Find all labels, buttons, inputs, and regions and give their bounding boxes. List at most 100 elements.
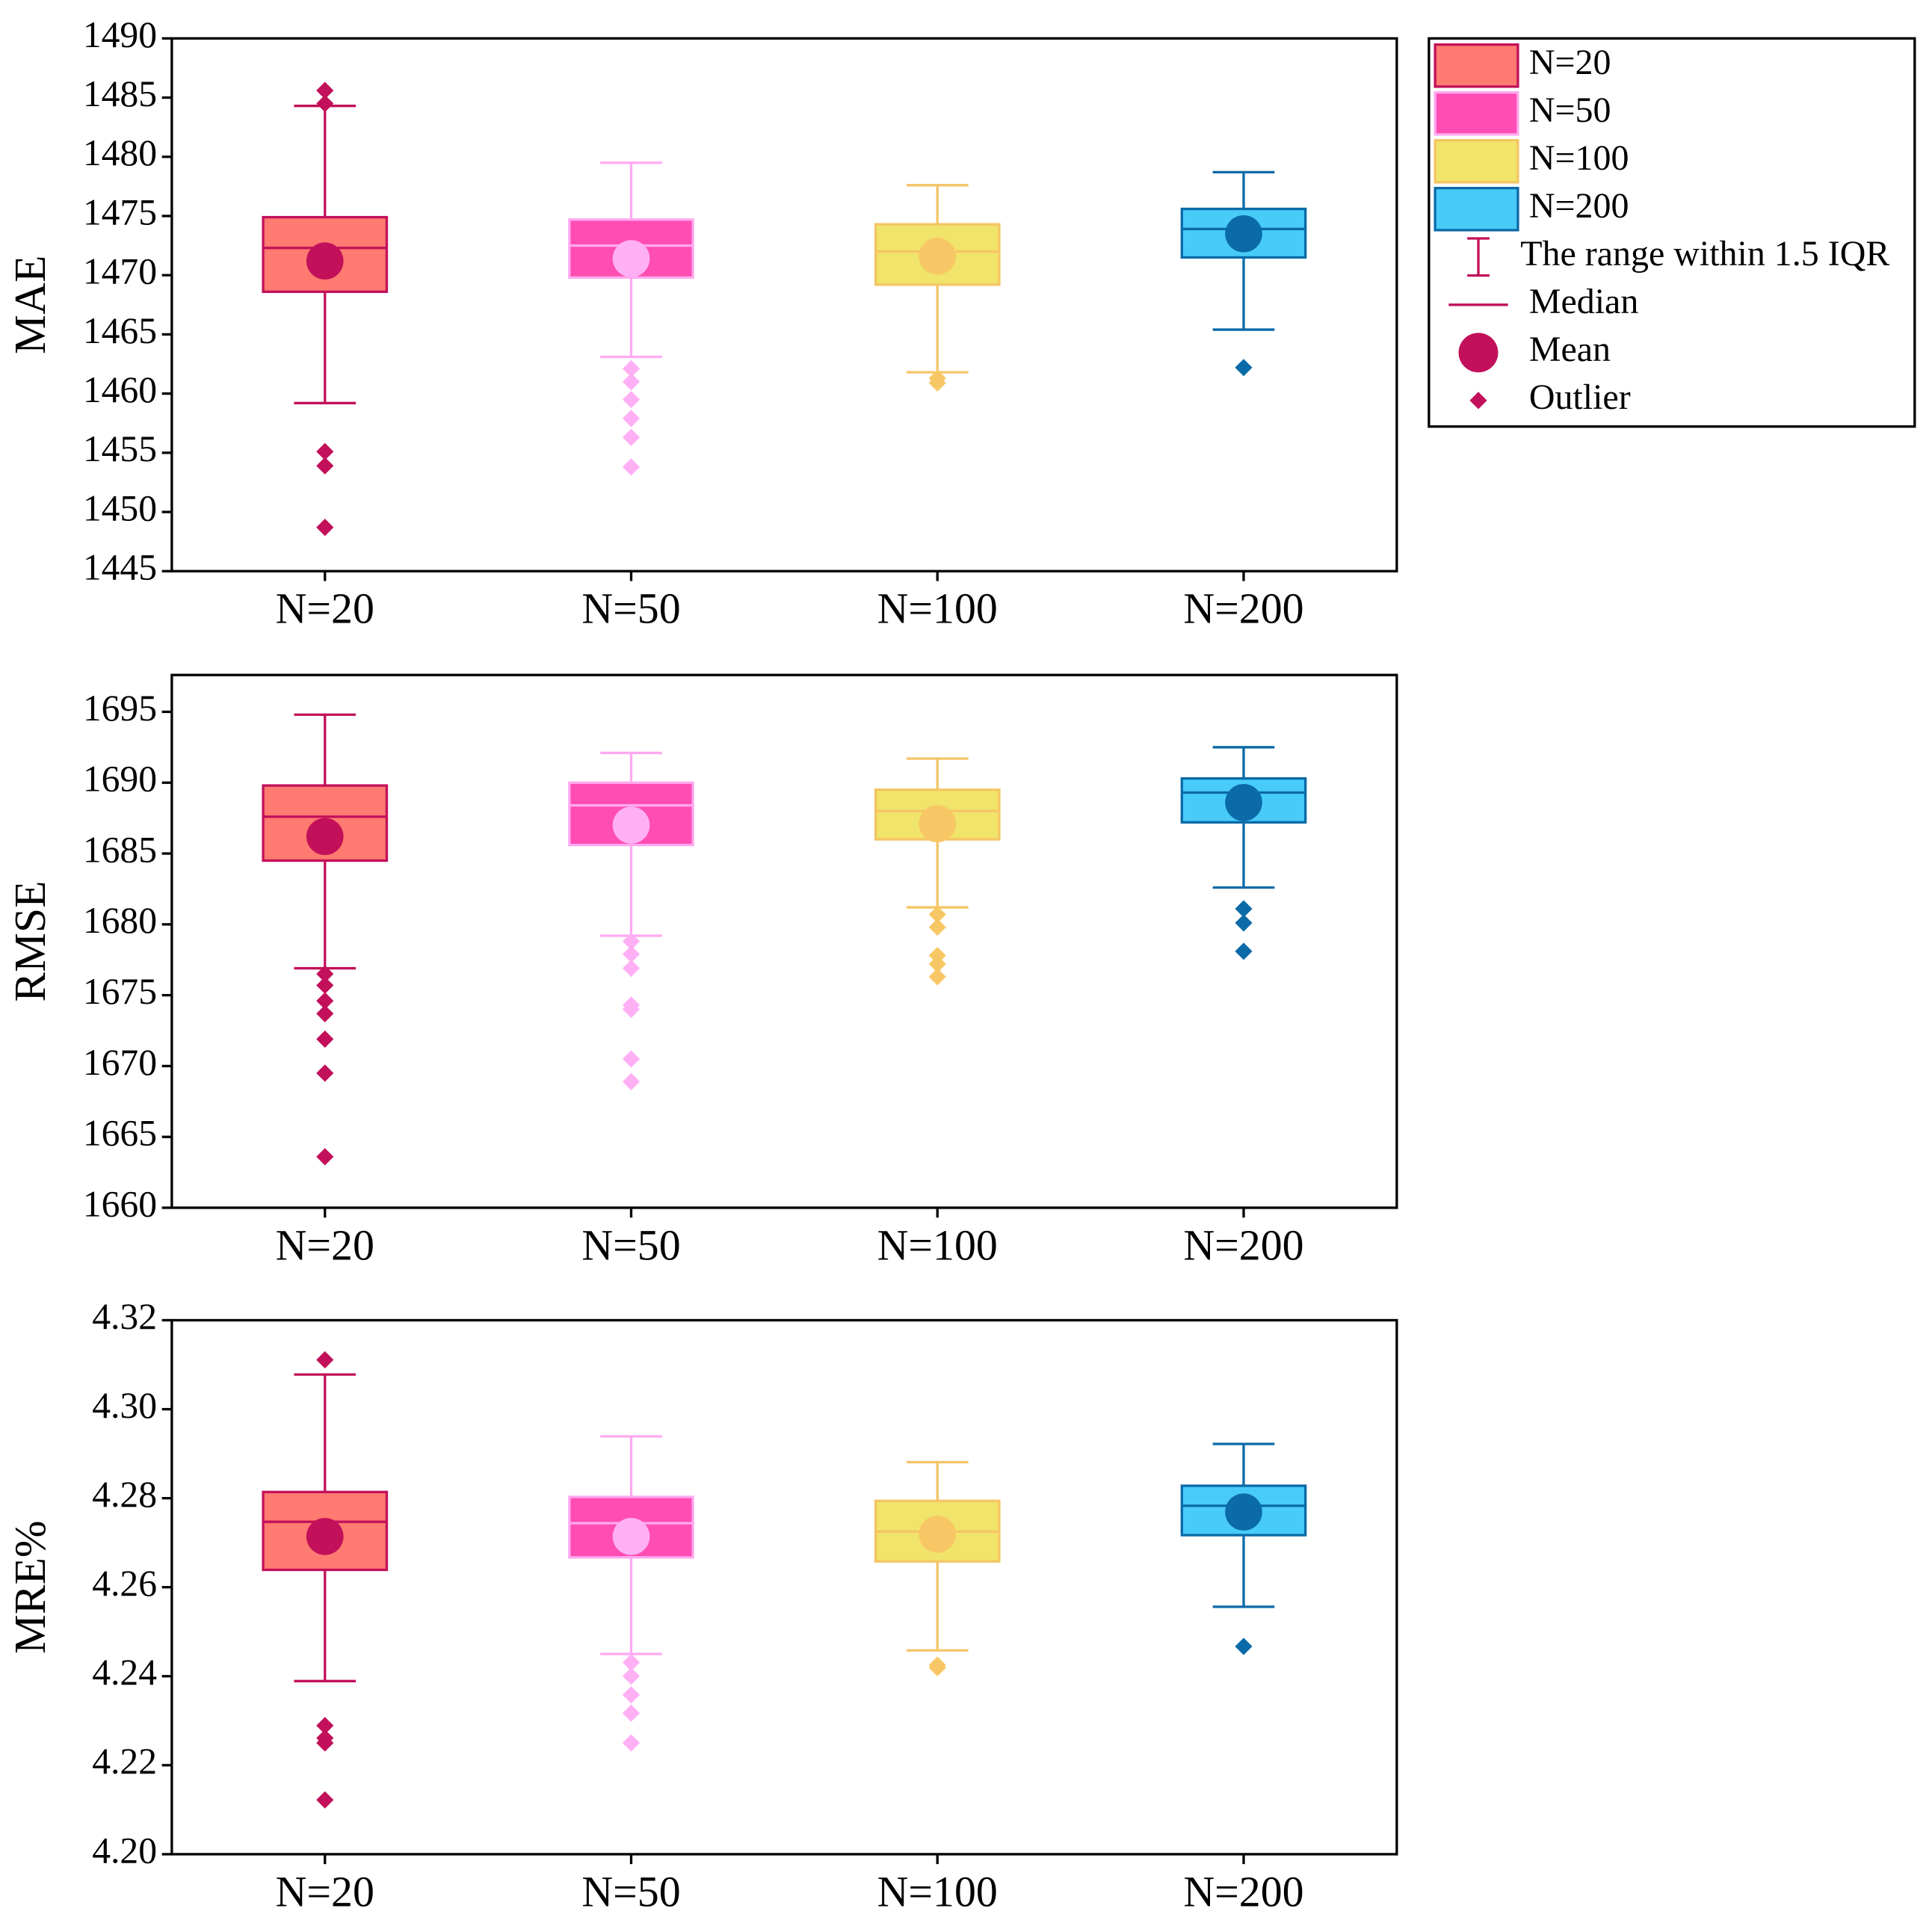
outlier <box>316 1004 334 1022</box>
plot-frame <box>170 673 1398 1209</box>
legend-label: Mean <box>1529 330 1611 369</box>
x-tick-label: N=50 <box>581 584 680 633</box>
x-tick-label: N=50 <box>581 1867 680 1916</box>
y-tick-label: 1675 <box>83 971 157 1012</box>
legend-swatch <box>1433 139 1519 184</box>
legend-swatch <box>1433 187 1519 232</box>
outlier <box>316 976 334 994</box>
legend-icon <box>1458 333 1499 373</box>
outlier <box>1235 359 1253 377</box>
outlier <box>622 1667 641 1685</box>
plot-frame <box>170 1318 1398 1856</box>
outlier <box>316 1734 334 1752</box>
legend-label: N=50 <box>1529 90 1611 130</box>
y-tick-label: 1660 <box>83 1183 157 1224</box>
outlier <box>1235 942 1253 960</box>
plot-frame <box>170 37 1398 572</box>
x-tick-label: N=50 <box>581 1220 680 1269</box>
y-tick-label: 1475 <box>83 191 157 232</box>
y-tick-label: 1485 <box>83 73 157 114</box>
y-tick-label: 1455 <box>83 428 157 469</box>
x-tick-label: N=200 <box>1183 1867 1303 1916</box>
legend-icon <box>1469 392 1487 410</box>
y-tick-label: 4.26 <box>92 1563 157 1604</box>
outlier <box>622 1000 641 1019</box>
outlier <box>316 94 334 113</box>
legend-label: Outlier <box>1529 377 1631 417</box>
legend-label: N=100 <box>1529 138 1629 178</box>
y-tick-label: 4.30 <box>92 1385 157 1426</box>
x-tick-label: N=200 <box>1183 584 1303 633</box>
legend-swatch <box>1433 43 1519 88</box>
outlier <box>316 992 334 1010</box>
outlier <box>1235 1638 1253 1655</box>
outlier <box>622 373 641 391</box>
x-tick-label: N=100 <box>877 584 998 633</box>
y-tick-label: 1450 <box>83 487 157 528</box>
outlier <box>316 1351 334 1369</box>
mean <box>919 1516 957 1553</box>
outlier <box>622 1050 641 1068</box>
y-tick-label: 1685 <box>83 829 157 870</box>
y-tick-label: 1465 <box>83 310 157 351</box>
y-axis-label: RMSE <box>5 881 55 1002</box>
outlier <box>928 968 946 986</box>
outlier <box>928 919 946 936</box>
mean <box>612 806 650 844</box>
x-tick-label: N=20 <box>276 1220 374 1269</box>
mean <box>612 1518 650 1555</box>
mean <box>306 818 344 856</box>
outlier <box>622 1734 641 1752</box>
legend-swatch <box>1433 91 1519 136</box>
mean <box>306 1518 344 1555</box>
outlier <box>1235 900 1253 918</box>
mean <box>1225 783 1262 821</box>
outlier <box>928 374 946 392</box>
y-tick-label: 1445 <box>83 547 157 588</box>
mean <box>1225 1493 1262 1531</box>
y-tick-label: 4.22 <box>92 1741 157 1782</box>
outlier <box>316 1717 334 1735</box>
outlier <box>316 519 334 537</box>
legend-label: The range within 1.5 IQR <box>1520 234 1889 274</box>
outlier <box>928 905 946 924</box>
y-axis-label: MAE <box>5 256 55 354</box>
y-tick-label: 4.28 <box>92 1474 157 1515</box>
x-tick-label: N=200 <box>1183 1220 1303 1269</box>
y-tick-label: 1690 <box>83 759 157 800</box>
outlier <box>622 1686 641 1704</box>
outlier <box>316 965 334 983</box>
outlier <box>622 410 641 428</box>
y-axis-label: MRE% <box>5 1520 55 1654</box>
y-tick-label: 1680 <box>83 900 157 941</box>
y-tick-label: 1460 <box>83 369 157 410</box>
legend-label: N=200 <box>1529 186 1629 226</box>
y-tick-label: 4.24 <box>92 1652 157 1693</box>
outlier <box>622 1653 641 1671</box>
y-tick-label: 4.20 <box>92 1830 157 1871</box>
y-tick-label: 1670 <box>83 1042 157 1083</box>
outlier <box>622 1072 641 1090</box>
x-tick-label: N=100 <box>877 1867 998 1916</box>
outlier <box>622 1704 641 1722</box>
outlier <box>928 955 946 973</box>
outlier <box>622 932 641 951</box>
outlier <box>1235 914 1253 932</box>
outlier <box>316 1791 334 1809</box>
y-tick-label: 1490 <box>83 14 157 55</box>
y-tick-label: 1470 <box>83 251 157 292</box>
outlier <box>622 390 641 409</box>
y-tick-label: 1480 <box>83 132 157 173</box>
outlier <box>316 1030 334 1048</box>
mean <box>1225 214 1262 253</box>
outlier <box>622 458 641 476</box>
y-tick-label: 1695 <box>83 688 157 729</box>
mean <box>919 805 957 843</box>
outlier <box>622 960 641 978</box>
outlier <box>316 1148 334 1166</box>
legend-label: N=20 <box>1529 43 1611 82</box>
mean <box>919 238 957 275</box>
outlier <box>622 428 641 446</box>
